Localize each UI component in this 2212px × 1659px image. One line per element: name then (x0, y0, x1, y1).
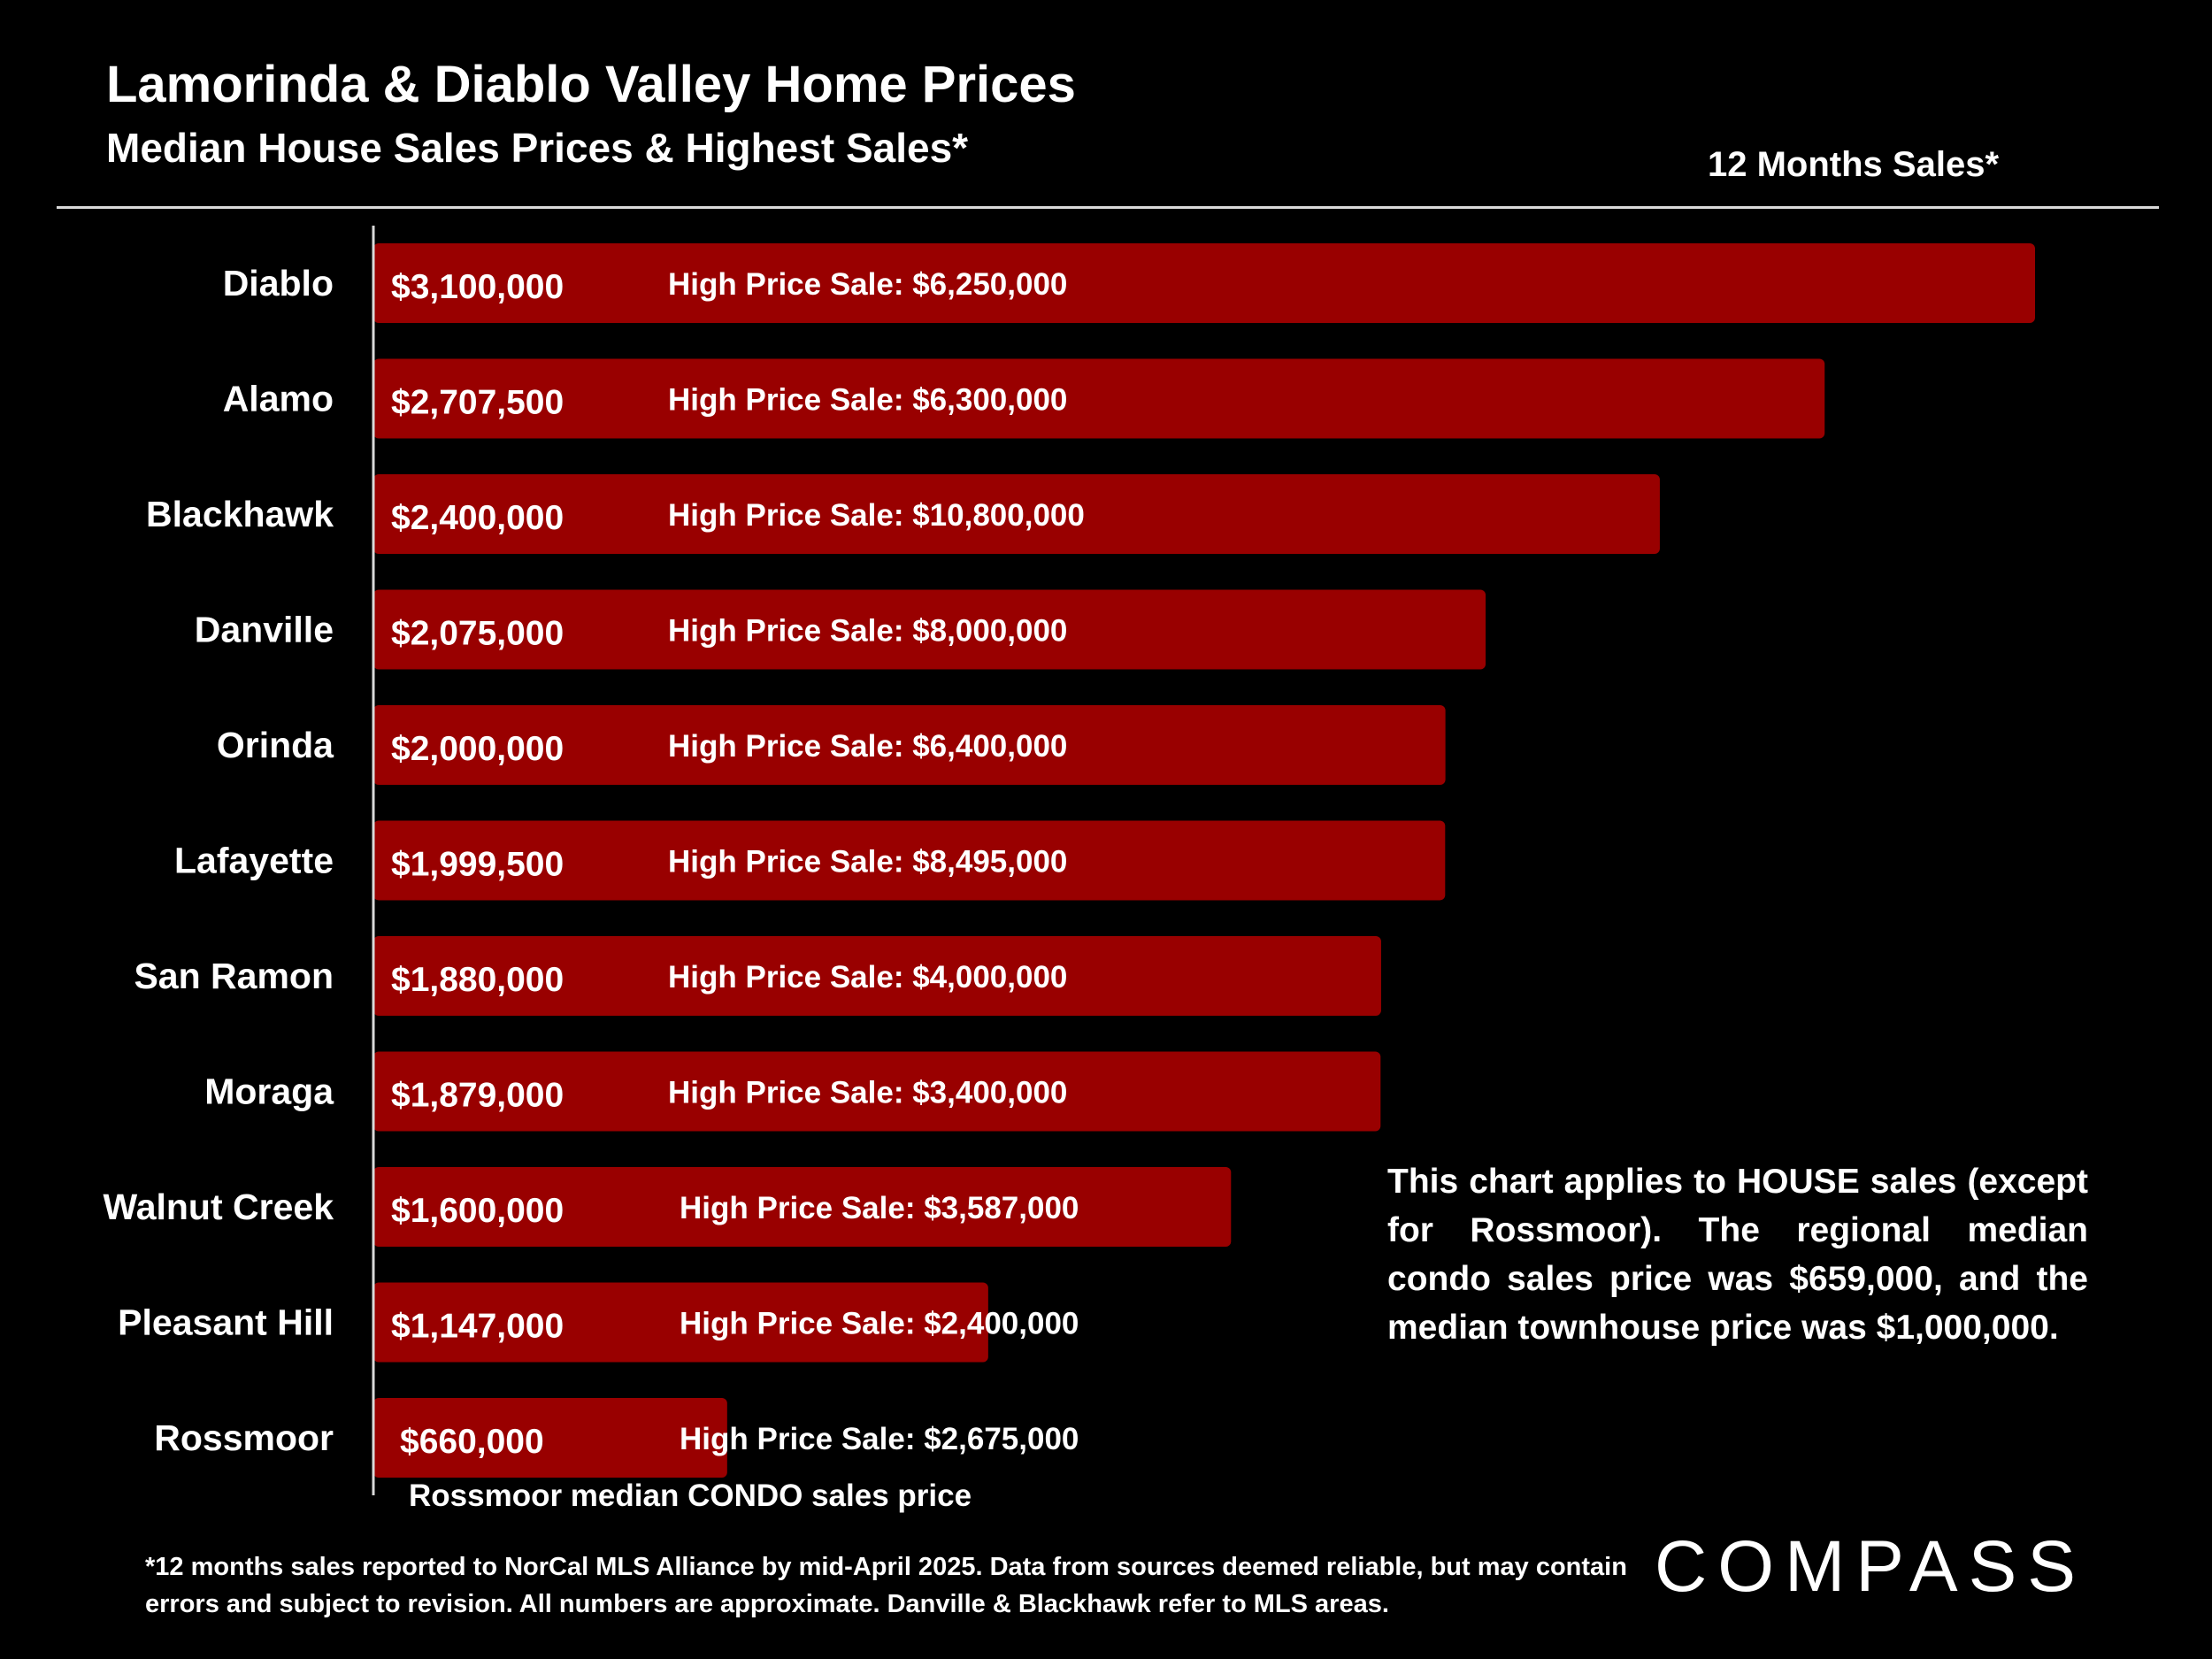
bar (373, 474, 1660, 554)
value-label: $1,879,000 (391, 1077, 564, 1115)
bar (373, 589, 1486, 670)
header-divider (57, 206, 2159, 209)
rossmoor-annotation: Rossmoor median CONDO sales price (409, 1479, 972, 1513)
footnote: *12 months sales reported to NorCal MLS … (145, 1553, 1627, 1618)
value-label: $2,075,000 (391, 615, 564, 653)
bar (373, 936, 1381, 1016)
high-sale-label: High Price Sale: $8,000,000 (668, 614, 1067, 649)
high-sale-label: High Price Sale: $6,250,000 (668, 267, 1067, 302)
category-label: Diablo (223, 263, 334, 303)
bar (373, 1282, 988, 1363)
high-sale-label: High Price Sale: $2,400,000 (680, 1307, 1079, 1341)
high-sale-label: High Price Sale: $4,000,000 (668, 960, 1067, 995)
value-label: $1,147,000 (391, 1308, 564, 1346)
category-label: Alamo (223, 379, 334, 419)
high-sale-label: High Price Sale: $6,400,000 (668, 729, 1067, 764)
value-label: $1,600,000 (391, 1192, 564, 1230)
bar (373, 820, 1446, 901)
period-label: 12 Months Sales* (1708, 145, 2000, 184)
category-label: Moraga (204, 1071, 334, 1112)
high-sale-label: High Price Sale: $10,800,000 (668, 498, 1085, 533)
bar (373, 1051, 1381, 1132)
high-sale-label: High Price Sale: $2,675,000 (680, 1422, 1079, 1456)
value-label: $2,000,000 (391, 730, 564, 768)
bar (373, 358, 1825, 439)
category-label: Blackhawk (146, 494, 334, 534)
category-label: Pleasant Hill (118, 1302, 334, 1343)
bar (373, 1167, 1232, 1247)
compass-logo: COMPASS (1655, 1526, 2086, 1607)
category-label: Rossmoor (154, 1417, 334, 1458)
category-label: Lafayette (174, 841, 334, 881)
category-label: Danville (195, 610, 334, 650)
chart-subtitle: Median House Sales Prices & Highest Sale… (106, 125, 969, 171)
chart-note: This chart applies to HOUSE sales (excep… (1387, 1163, 2088, 1347)
high-sale-label: High Price Sale: $6,300,000 (668, 383, 1067, 418)
value-label: $3,100,000 (391, 268, 564, 306)
value-label: $2,707,500 (391, 384, 564, 422)
high-sale-label: High Price Sale: $3,400,000 (668, 1076, 1067, 1110)
value-label: $1,880,000 (391, 961, 564, 999)
high-sale-label: High Price Sale: $8,495,000 (668, 845, 1067, 879)
bar (373, 1398, 727, 1478)
high-sale-label: High Price Sale: $3,587,000 (680, 1191, 1079, 1225)
category-label: Orinda (217, 725, 334, 765)
category-label: San Ramon (134, 956, 334, 996)
category-label: Walnut Creek (104, 1187, 334, 1227)
bar (373, 705, 1446, 785)
chart-title: Lamorinda & Diablo Valley Home Prices (106, 56, 1076, 113)
value-label: $2,400,000 (391, 499, 564, 537)
value-label: $1,999,500 (391, 846, 564, 884)
value-label: $660,000 (400, 1423, 544, 1461)
bar (373, 243, 2035, 323)
